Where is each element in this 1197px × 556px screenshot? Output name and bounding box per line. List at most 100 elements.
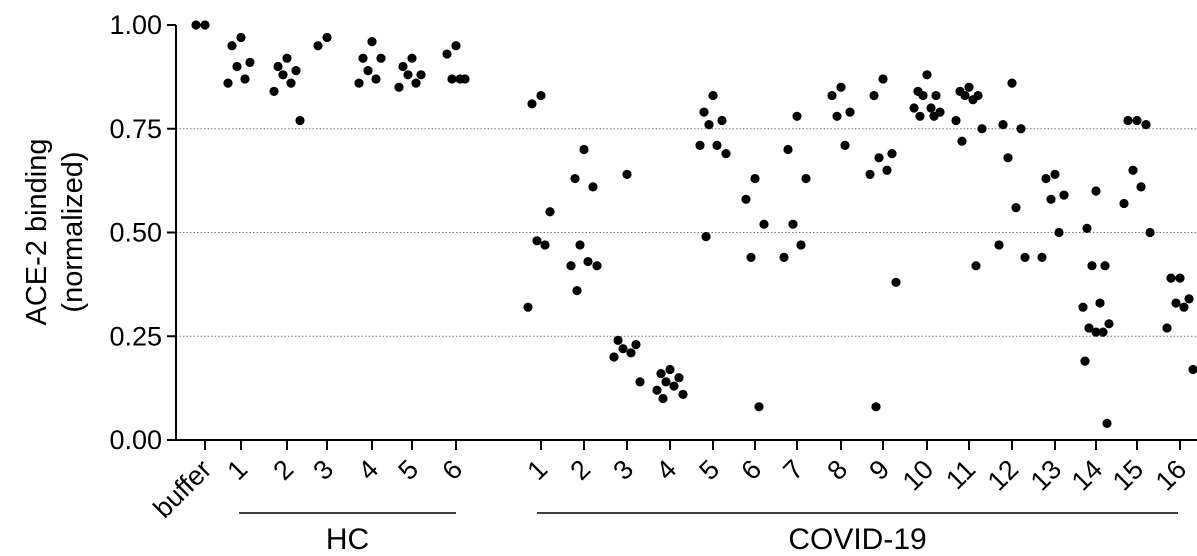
data-point	[575, 240, 585, 250]
x-tick-label: 6	[436, 454, 468, 486]
data-point	[403, 70, 413, 80]
data-points	[191, 20, 1197, 428]
data-point	[1041, 173, 1051, 184]
y-tick-label: 0.50	[109, 218, 162, 248]
x-tick-label: 4	[650, 454, 682, 486]
data-point	[674, 373, 684, 383]
data-point	[273, 61, 283, 72]
data-point	[1104, 319, 1114, 329]
data-point	[1091, 327, 1101, 337]
data-point	[1119, 198, 1129, 209]
data-point	[1102, 418, 1112, 428]
data-point	[1175, 273, 1185, 283]
x-tick-label: 7	[777, 454, 809, 486]
data-point	[1046, 194, 1056, 204]
data-point	[878, 74, 888, 84]
y-tick-label: 0.25	[109, 321, 162, 351]
data-point	[840, 140, 850, 150]
data-point	[964, 82, 974, 92]
data-point	[1087, 261, 1097, 271]
data-point	[792, 111, 802, 121]
data-point	[1011, 203, 1021, 213]
data-point	[376, 53, 386, 63]
axes	[175, 25, 1197, 441]
data-point	[416, 70, 426, 80]
data-point	[704, 120, 714, 130]
data-point	[1084, 323, 1094, 333]
data-point	[779, 252, 789, 262]
data-point	[909, 103, 919, 113]
x-tick-label: 13	[1025, 454, 1067, 496]
x-tick-label: 5	[392, 454, 424, 486]
x-tick-label: 12	[982, 454, 1024, 496]
data-point	[960, 90, 970, 101]
data-point	[1166, 273, 1176, 283]
data-point	[631, 339, 641, 350]
x-tick-label: 8	[821, 454, 853, 486]
data-point	[282, 53, 292, 63]
data-point	[371, 74, 381, 84]
data-point	[1037, 252, 1047, 262]
data-point	[750, 173, 760, 184]
data-point	[1007, 78, 1017, 88]
data-point	[442, 49, 452, 59]
data-point	[656, 369, 666, 379]
data-point	[1054, 227, 1064, 238]
data-point	[1020, 252, 1030, 262]
data-point	[968, 95, 978, 105]
x-tick-label: 9	[863, 454, 895, 486]
y-tick-label: 0.75	[109, 114, 162, 144]
x-tick-label: 2	[267, 454, 299, 486]
data-point	[1141, 120, 1151, 130]
data-point	[278, 70, 288, 80]
data-point	[232, 61, 242, 72]
data-point	[566, 261, 576, 271]
x-tick-label: 14	[1066, 454, 1108, 496]
data-point	[669, 381, 679, 391]
y-axis-title-line2: (normalized)	[57, 151, 89, 312]
data-point	[754, 402, 764, 412]
data-point	[455, 74, 465, 84]
data-point	[746, 252, 756, 262]
y-tick-label: 1.00	[109, 10, 162, 40]
data-point	[295, 115, 305, 126]
data-point	[699, 107, 709, 117]
data-point	[570, 173, 580, 184]
data-point	[1003, 153, 1013, 163]
data-point	[286, 78, 296, 88]
x-tick-label: 1	[221, 454, 253, 486]
data-point	[367, 37, 377, 47]
data-point	[592, 261, 602, 271]
data-point	[269, 86, 279, 96]
data-point	[1184, 294, 1194, 304]
data-point	[918, 90, 928, 101]
data-point	[527, 99, 537, 109]
data-point	[240, 74, 250, 84]
data-point	[951, 115, 961, 126]
data-point	[783, 144, 793, 155]
x-tick-label: 10	[897, 454, 939, 496]
data-point	[1078, 302, 1088, 312]
data-point	[845, 107, 855, 117]
x-tick-label: 6	[735, 454, 767, 486]
data-point	[887, 149, 897, 159]
data-point	[532, 236, 542, 246]
data-point	[200, 20, 210, 30]
data-point	[523, 302, 533, 312]
x-tick-label: 11	[940, 454, 981, 495]
data-point	[661, 377, 671, 387]
data-point	[540, 240, 550, 250]
data-point	[613, 335, 623, 345]
group-label-0: HC	[326, 523, 369, 556]
data-point	[451, 41, 461, 51]
x-tick-label: buffer	[148, 454, 218, 524]
data-point	[407, 53, 417, 63]
data-point	[536, 90, 546, 101]
data-point	[1082, 223, 1092, 233]
data-point	[796, 240, 806, 250]
data-point	[865, 169, 875, 179]
x-tick-label: 3	[607, 454, 639, 486]
data-point	[926, 103, 936, 113]
